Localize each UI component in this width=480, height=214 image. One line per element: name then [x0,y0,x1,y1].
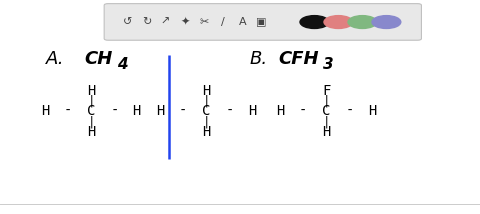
Text: C: C [87,104,96,118]
Text: ✂: ✂ [199,17,209,27]
Text: H: H [132,104,141,118]
Text: |: | [323,94,330,107]
Text: ▣: ▣ [256,17,267,27]
Circle shape [300,16,329,28]
Text: ↗: ↗ [161,17,170,27]
Text: A.: A. [46,50,64,68]
Text: C: C [202,104,211,118]
Circle shape [348,16,377,28]
Circle shape [324,16,353,28]
Text: 4: 4 [117,57,127,72]
Text: 3: 3 [323,57,333,72]
FancyBboxPatch shape [104,4,421,40]
Text: |: | [323,115,330,128]
Text: H: H [202,125,211,139]
Text: -: - [226,104,234,118]
Text: H: H [41,104,50,118]
Text: H: H [248,104,256,118]
Text: |: | [203,94,210,107]
Text: -: - [346,104,354,118]
Text: H: H [202,84,211,98]
Text: H: H [156,104,165,118]
Text: A: A [239,17,246,27]
Text: H: H [87,84,96,98]
Text: H: H [276,104,285,118]
Text: H: H [87,125,96,139]
Text: ↺: ↺ [122,17,132,27]
Text: H: H [368,104,376,118]
Text: |: | [87,94,95,107]
Text: C: C [322,104,331,118]
Text: H: H [322,125,331,139]
Text: ✦: ✦ [180,17,190,27]
Text: -: - [63,104,72,118]
Text: CH: CH [84,50,112,68]
Text: -: - [299,104,307,118]
Text: CFH: CFH [278,50,319,68]
Text: ↻: ↻ [142,17,151,27]
Circle shape [372,16,401,28]
Text: -: - [111,104,119,118]
Text: F: F [322,84,331,98]
Text: B.: B. [250,50,268,68]
Text: |: | [87,115,95,128]
Text: -: - [179,104,187,118]
Text: /: / [221,17,225,27]
Text: |: | [203,115,210,128]
